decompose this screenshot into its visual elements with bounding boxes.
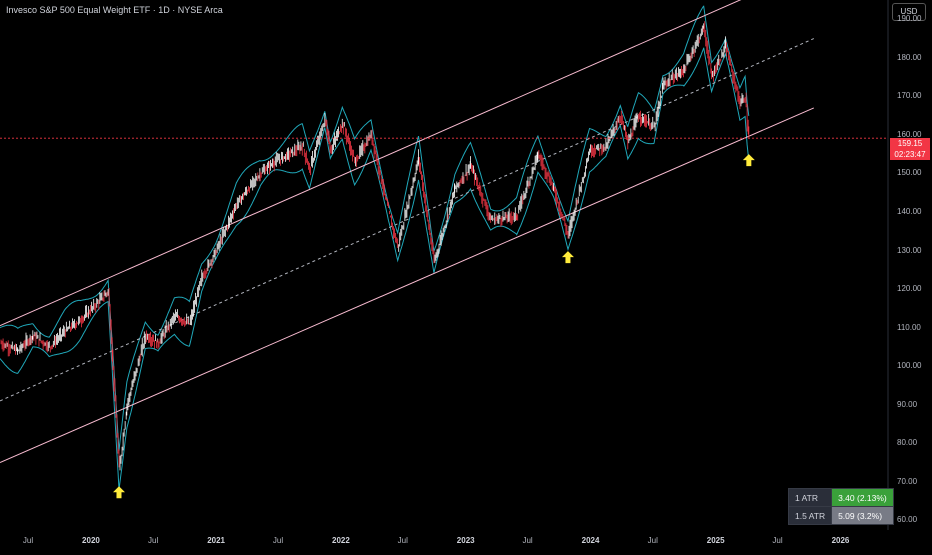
y-tick-label: 160.00 [897, 129, 922, 139]
x-tick-label: 2023 [456, 536, 475, 545]
y-tick-label: 110.00 [897, 322, 921, 332]
envelope-bands [0, 5, 750, 490]
channel-mid-line [0, 38, 815, 402]
atr-row-2: 1.5 ATR 5.09 (3.2%) [787, 506, 894, 525]
x-tick-label: 2022 [332, 536, 350, 545]
y-tick-label: 190.00 [897, 14, 922, 24]
arrow-markers [112, 154, 755, 499]
y-tick-label: 90.00 [897, 399, 918, 409]
y-tick-label: 150.00 [897, 168, 922, 178]
arrow-up-icon [561, 251, 574, 264]
current-price: 159.15 [897, 139, 923, 148]
atr-label-2: 1.5 ATR [787, 506, 833, 525]
x-tick-label: Jul [772, 536, 783, 545]
x-tick-label: Jul [397, 536, 408, 545]
arrow-up-icon [742, 154, 755, 167]
y-tick-label: 60.00 [897, 515, 918, 525]
x-tick-label: 2025 [706, 536, 725, 545]
y-tick-label: 130.00 [897, 245, 922, 255]
y-tick-label: 180.00 [897, 52, 922, 62]
y-tick-label: 170.00 [897, 91, 922, 101]
x-tick-label: 2026 [831, 536, 850, 545]
atr-row-1: 1 ATR 3.40 (2.13%) [787, 488, 894, 507]
chart-title: Invesco S&P 500 Equal Weight ETF · 1D · … [6, 5, 223, 15]
y-tick-label: 80.00 [897, 438, 918, 448]
x-tick-label: Jul [647, 536, 658, 545]
x-tick-label: 2024 [581, 536, 600, 545]
channel-lower-line [0, 107, 815, 464]
y-tick-label: 140.00 [897, 207, 922, 216]
regression-channel [0, 0, 815, 464]
channel-upper-line [0, 0, 742, 327]
x-tick-label: Jul [522, 536, 533, 545]
currency-button[interactable]: USD [892, 3, 926, 21]
arrow-up-icon [112, 486, 125, 499]
bar-countdown: 02:23:47 [894, 150, 926, 159]
y-tick-label: 70.00 [897, 476, 918, 486]
x-tick-label: Jul [148, 536, 159, 545]
x-tick-label: Jul [272, 536, 284, 545]
y-tick-label: 100.00 [897, 361, 922, 371]
atr-value-1: 3.40 (2.13%) [831, 488, 894, 507]
y-tick-label: 120.00 [897, 284, 922, 294]
x-tick-label: Jul [22, 536, 34, 545]
atr-label-1: 1 ATR [787, 488, 833, 507]
atr-table: 1 ATR 3.40 (2.13%) 1.5 ATR 5.09 (3.2%) [787, 488, 894, 525]
atr-value-2: 5.09 (3.2%) [831, 506, 894, 525]
envelope-upper [0, 5, 750, 451]
price-candles [0, 21, 750, 471]
x-tick-label: 2021 [207, 536, 225, 545]
envelope-lower [0, 47, 750, 490]
x-tick-label: 2020 [82, 536, 100, 545]
current-price-tag: 159.15 02:23:47 [890, 138, 930, 160]
